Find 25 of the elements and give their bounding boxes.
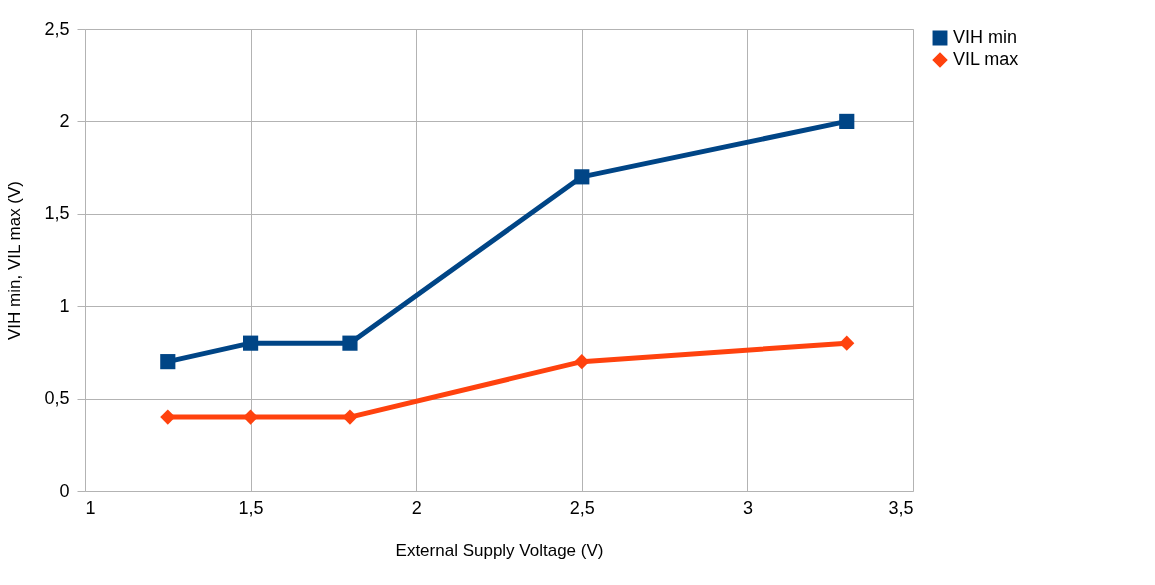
y-tick-label: 0,5 [44,388,70,409]
x-tick-label: 1 [85,497,96,518]
legend-label: VIH min [953,27,1018,47]
x-tick-label: 2,5 [569,497,595,518]
y-tick-label: 1 [59,295,70,316]
point [342,335,358,351]
x-tick-label: 2 [411,497,422,518]
y-tick-label: 1,5 [44,203,70,224]
x-tick-label: 3,5 [888,497,914,518]
x-tick-label: 1,5 [238,497,264,518]
point [160,409,176,425]
y-tick-label: 0 [59,480,70,501]
point [243,335,259,351]
point [839,113,855,129]
point [839,335,855,351]
point [160,354,176,370]
point [574,354,590,370]
y-tick-label: 2 [59,110,70,131]
legend-label: VIL max [953,49,1019,69]
x-axis-title: External Supply Voltage (V) [395,540,604,560]
point [574,169,590,185]
point [342,409,358,425]
y-axis-title: VIH min, VIL max (V) [5,180,25,341]
y-tick-label: 2,5 [44,18,70,39]
x-tick-label: 3 [742,497,753,518]
